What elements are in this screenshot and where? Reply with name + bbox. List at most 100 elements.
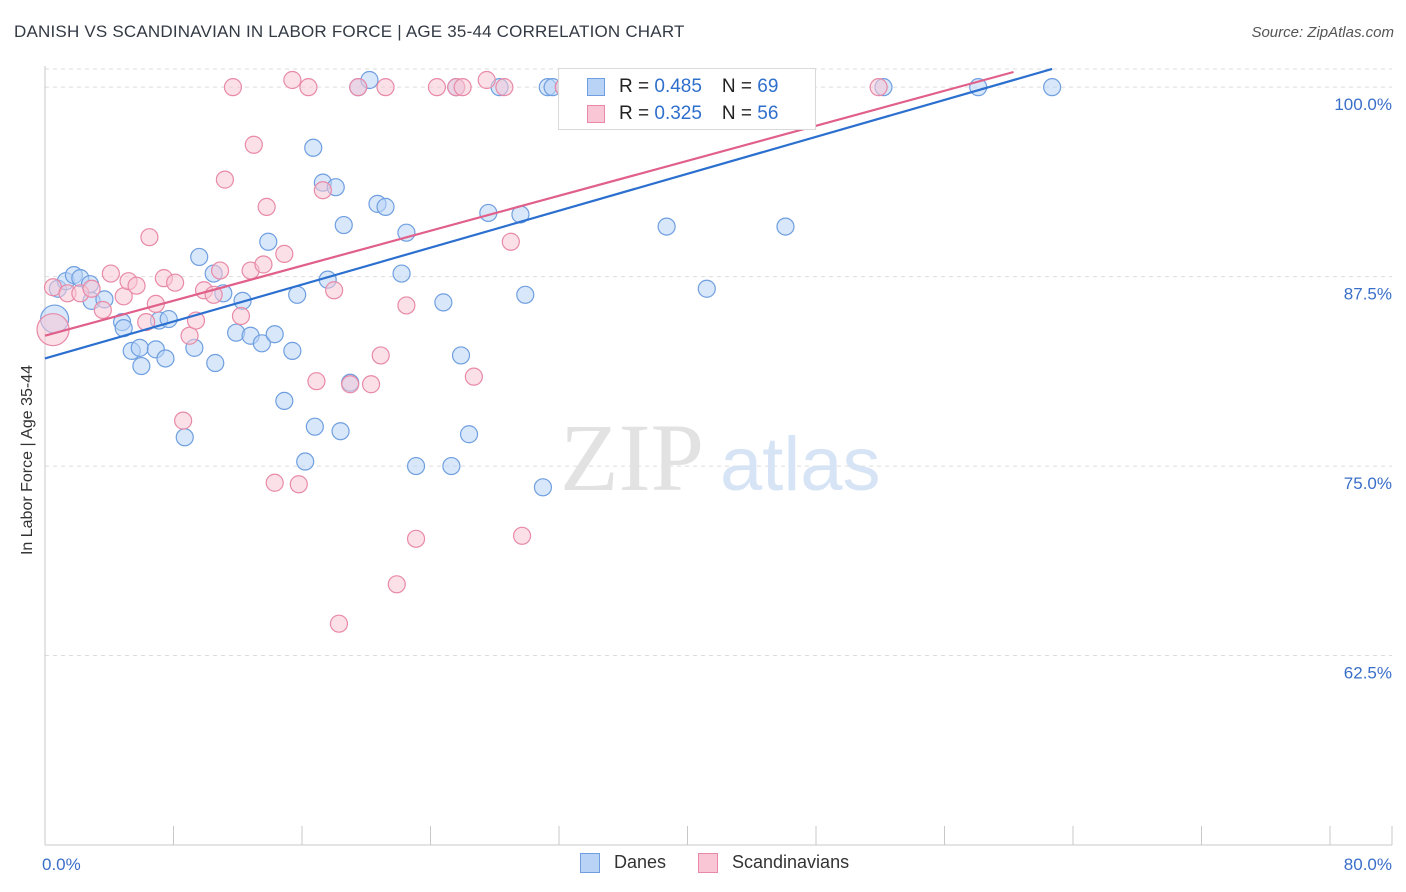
scandinavians-point bbox=[167, 274, 184, 291]
danes-point bbox=[284, 342, 301, 359]
scandinavians-point bbox=[255, 256, 272, 273]
scandinavians-point bbox=[258, 198, 275, 215]
danes-point bbox=[266, 326, 283, 343]
scandinavians-point bbox=[428, 79, 445, 96]
y-tick-label: 100.0% bbox=[1334, 95, 1392, 114]
danes-point bbox=[131, 339, 148, 356]
scandinavians-n-label: N = bbox=[722, 103, 757, 125]
scandinavians-point bbox=[102, 265, 119, 282]
scandinavians-point bbox=[141, 229, 158, 246]
danes-point bbox=[698, 280, 715, 297]
watermark-zip: ZIP bbox=[560, 404, 704, 511]
scandinavians-legend-swatch bbox=[698, 853, 718, 873]
danes-legend-label: Danes bbox=[614, 852, 666, 873]
scandinavians-point bbox=[342, 376, 359, 393]
scandinavians-point bbox=[128, 277, 145, 294]
scandinavians-point bbox=[372, 347, 389, 364]
danes-r-value: 0.485 bbox=[654, 76, 702, 98]
danes-point bbox=[534, 479, 551, 496]
y-tick-label: 75.0% bbox=[1344, 474, 1392, 493]
danes-point bbox=[335, 217, 352, 234]
danes-point bbox=[289, 286, 306, 303]
danes-point bbox=[176, 429, 193, 446]
danes-point bbox=[777, 218, 794, 235]
scandinavians-point bbox=[314, 182, 331, 199]
scandinavians-point bbox=[300, 79, 317, 96]
danes-point bbox=[191, 248, 208, 265]
danes-n-value: 69 bbox=[757, 76, 778, 98]
danes-point bbox=[332, 423, 349, 440]
scandinavians-point bbox=[350, 79, 367, 96]
danes-point bbox=[443, 458, 460, 475]
watermark: ZIP atlas bbox=[560, 404, 881, 511]
scandinavians-point bbox=[181, 327, 198, 344]
scandinavians-legend-label: Scandinavians bbox=[732, 852, 849, 873]
danes-point bbox=[306, 418, 323, 435]
danes-point bbox=[658, 218, 675, 235]
data-points bbox=[37, 72, 1061, 633]
danes-r-label: R = bbox=[619, 76, 654, 98]
danes-point bbox=[377, 198, 394, 215]
scandinavians-point bbox=[232, 308, 249, 325]
scandinavians-point bbox=[175, 412, 192, 429]
scandinavians-point bbox=[478, 72, 495, 89]
danes-point bbox=[408, 458, 425, 475]
danes-point bbox=[461, 426, 478, 443]
danes-point bbox=[297, 453, 314, 470]
danes-point bbox=[1044, 79, 1061, 96]
danes-legend-swatch bbox=[580, 853, 600, 873]
danes-n-label: N = bbox=[722, 76, 757, 98]
scandinavians-point bbox=[408, 530, 425, 547]
scandinavians-point bbox=[496, 79, 513, 96]
scandinavians-swatch bbox=[587, 105, 605, 123]
scandinavians-point bbox=[284, 72, 301, 89]
scandinavians-point bbox=[245, 136, 262, 153]
scandinavians-point bbox=[216, 171, 233, 188]
scandinavians-point bbox=[266, 474, 283, 491]
series-legend: Danes Scandinavians bbox=[0, 852, 1406, 876]
scandinavians-n-value: 56 bbox=[757, 103, 778, 125]
trend-lines bbox=[45, 69, 1052, 358]
scatter-plot: ZIP atlas 100.0%87.5%75.0%62.5%0.0% 80.0% bbox=[0, 0, 1406, 892]
scandinavians-point bbox=[465, 368, 482, 385]
scandinavians-point bbox=[326, 282, 343, 299]
scandinavians-point bbox=[502, 233, 519, 250]
scandinavians-point bbox=[83, 280, 100, 297]
legend-row-danes: R = 0.485 N = 69 bbox=[559, 74, 778, 100]
danes-trend-line bbox=[45, 69, 1052, 358]
stats-legend: R = 0.485 N = 69 R = 0.325 N = 56 bbox=[558, 68, 816, 130]
y-tick-label: 87.5% bbox=[1344, 285, 1392, 304]
legend-item-scandinavians[interactable]: Scandinavians bbox=[698, 852, 849, 873]
scandinavians-point bbox=[224, 79, 241, 96]
scandinavians-point bbox=[330, 615, 347, 632]
grid-lines bbox=[45, 69, 1392, 656]
scandinavians-r-label: R = bbox=[619, 103, 654, 125]
scandinavians-point bbox=[870, 79, 887, 96]
scandinavians-r-value: 0.325 bbox=[654, 103, 702, 125]
danes-point bbox=[157, 350, 174, 367]
scandinavians-point bbox=[398, 297, 415, 314]
legend-row-scandinavians: R = 0.325 N = 56 bbox=[559, 101, 778, 127]
scandinavians-point bbox=[363, 376, 380, 393]
legend-item-danes[interactable]: Danes bbox=[580, 852, 666, 873]
danes-point bbox=[517, 286, 534, 303]
scandinavians-point bbox=[276, 245, 293, 262]
watermark-atlas: atlas bbox=[720, 422, 881, 507]
axes bbox=[45, 66, 1392, 845]
scandinavians-point bbox=[308, 373, 325, 390]
danes-point bbox=[207, 355, 224, 372]
scandinavians-point bbox=[212, 262, 229, 279]
danes-point bbox=[133, 358, 150, 375]
scandinavians-point bbox=[514, 527, 531, 544]
danes-point bbox=[305, 139, 322, 156]
tick-labels: 100.0% 87.5% 75.0% 62.5% 0.0% 80.0% bbox=[42, 95, 1392, 874]
scandinavians-point bbox=[290, 476, 307, 493]
danes-point bbox=[260, 233, 277, 250]
scandinavians-point bbox=[377, 79, 394, 96]
danes-point bbox=[393, 265, 410, 282]
danes-point bbox=[453, 347, 470, 364]
scandinavians-point bbox=[94, 301, 111, 318]
danes-point bbox=[435, 294, 452, 311]
scandinavians-point bbox=[454, 79, 471, 96]
y-tick-label: 62.5% bbox=[1344, 664, 1392, 683]
